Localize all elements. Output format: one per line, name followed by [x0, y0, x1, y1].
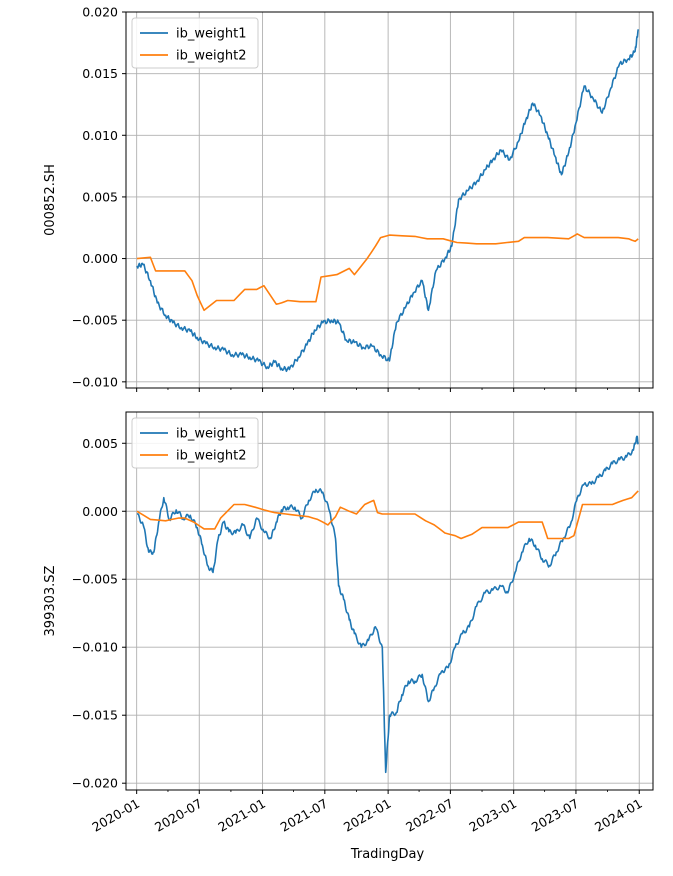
x-tick-label: 2023-01 [466, 796, 519, 835]
bottom-panel-ticks: 2020-01 2020-07 2021-01 2021-07 2022-01 2022-… [72, 436, 645, 835]
top-panel-ticks: 0.020 0.015 0.010 0.005 0.000 −0.005 −0.010 [72, 5, 640, 392]
bottom-panel-legend: ib_weight1 ib_weight2 [131, 417, 259, 469]
top-panel-legend: ib_weight1 ib_weight2 [131, 17, 259, 69]
legend-label: ib_weight1 [176, 427, 246, 442]
y-tick-label: −0.010 [72, 640, 118, 655]
y-tick-label: 0.020 [82, 5, 118, 20]
bottom-panel-grid [126, 412, 653, 790]
x-tick-label: 2020-01 [89, 796, 142, 835]
x-tick-label: 2021-01 [215, 796, 268, 835]
bottom-panel-y-axis-label: 399303.SZ [43, 565, 58, 636]
x-tick-label: 2022-01 [341, 796, 394, 835]
y-tick-label: 0.005 [82, 436, 118, 451]
series-line-ib-weight1 [136, 435, 639, 774]
y-tick-label: 0.000 [82, 251, 118, 266]
legend-label: ib_weight2 [176, 49, 246, 64]
y-tick-label: 0.000 [82, 504, 118, 519]
y-tick-label: 0.010 [82, 128, 118, 143]
x-tick-label: 2023-07 [529, 796, 582, 835]
y-tick-label: 0.015 [82, 66, 118, 81]
top-panel-frame [125, 11, 654, 389]
top-panel-grid [126, 11, 653, 388]
legend-label: ib_weight2 [176, 449, 246, 464]
y-tick-label: 0.005 [82, 189, 118, 204]
top-panel-series [136, 29, 639, 373]
bottom-panel-frame [125, 411, 654, 791]
series-line-ib-weight2 [136, 233, 639, 312]
x-tick-label: 2022-07 [403, 796, 456, 835]
series-line-ib-weight1 [136, 29, 639, 373]
x-tick-label: 2024-01 [592, 796, 645, 835]
y-tick-label: −0.020 [72, 776, 118, 791]
y-tick-label: −0.015 [72, 708, 118, 723]
x-tick-label: 2020-07 [152, 796, 205, 835]
top-panel-y-axis-label: 000852.SH [43, 164, 58, 236]
bottom-panel-series [136, 435, 639, 774]
top-panel: 0.020 0.015 0.010 0.005 0.000 −0.005 −0.010 00… [43, 5, 654, 392]
y-tick-label: −0.005 [72, 572, 118, 587]
x-tick-label: 2021-07 [278, 796, 331, 835]
y-tick-label: −0.010 [72, 374, 118, 389]
bottom-panel: 2020-01 2020-07 2021-01 2021-07 2022-01 2022-… [43, 411, 654, 862]
y-tick-label: −0.005 [72, 313, 118, 328]
series-line-ib-weight2 [136, 490, 639, 540]
legend-label: ib_weight1 [176, 27, 246, 42]
bottom-panel-x-axis-label: TradingDay [350, 847, 425, 862]
